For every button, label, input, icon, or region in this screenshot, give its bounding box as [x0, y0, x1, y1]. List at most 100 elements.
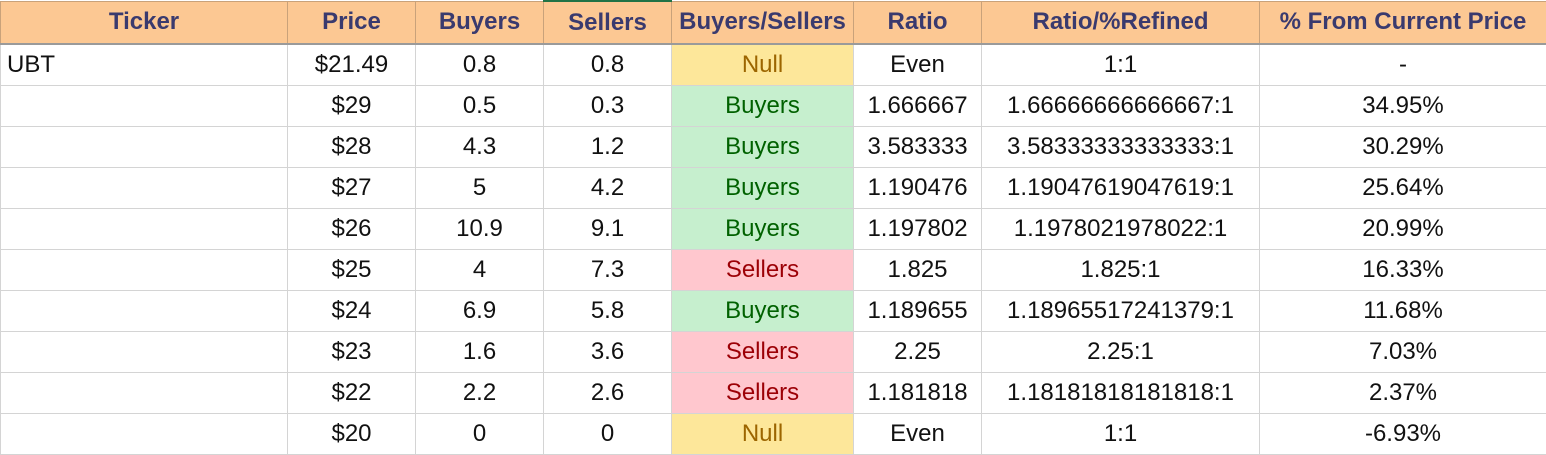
ticker-cell[interactable]	[1, 250, 288, 291]
sellers-cell[interactable]: 0.3	[544, 86, 672, 127]
buyers-cell[interactable]: 10.9	[416, 209, 544, 250]
header-pct-from-current[interactable]: % From Current Price	[1260, 1, 1546, 44]
price-cell[interactable]: $23	[288, 332, 416, 373]
ratio-refined-cell[interactable]: 3.58333333333333:1	[982, 127, 1260, 168]
header-sellers[interactable]: Sellers	[544, 1, 672, 44]
price-cell[interactable]: $20	[288, 414, 416, 455]
buyers-sellers-cell[interactable]: Sellers	[672, 332, 854, 373]
sellers-cell[interactable]: 7.3	[544, 250, 672, 291]
buyers-cell[interactable]: 6.9	[416, 291, 544, 332]
pct-from-current-cell[interactable]: 25.64%	[1260, 168, 1546, 209]
header-ticker[interactable]: Ticker	[1, 1, 288, 44]
price-cell[interactable]: $21.49	[288, 44, 416, 86]
price-cell[interactable]: $28	[288, 127, 416, 168]
pct-from-current-cell[interactable]: 11.68%	[1260, 291, 1546, 332]
ticker-cell[interactable]	[1, 373, 288, 414]
ratio-refined-cell[interactable]: 1:1	[982, 44, 1260, 86]
buyers-cell[interactable]: 0.8	[416, 44, 544, 86]
header-buyers[interactable]: Buyers	[416, 1, 544, 44]
sellers-cell[interactable]: 9.1	[544, 209, 672, 250]
ticker-cell[interactable]	[1, 86, 288, 127]
ratio-refined-cell[interactable]: 1.19047619047619:1	[982, 168, 1260, 209]
ratio-cell[interactable]: Even	[854, 44, 982, 86]
ratio-cell[interactable]: 1.666667	[854, 86, 982, 127]
buyers-cell[interactable]: 4.3	[416, 127, 544, 168]
pct-from-current-cell[interactable]: 16.33%	[1260, 250, 1546, 291]
buyers-sellers-cell[interactable]: Buyers	[672, 209, 854, 250]
ratio-refined-cell[interactable]: 1.18181818181818:1	[982, 373, 1260, 414]
price-cell[interactable]: $26	[288, 209, 416, 250]
buyers-sellers-cell[interactable]: Buyers	[672, 168, 854, 209]
ratio-refined-cell[interactable]: 1.18965517241379:1	[982, 291, 1260, 332]
header-ratio[interactable]: Ratio	[854, 1, 982, 44]
sellers-cell[interactable]: 0.8	[544, 44, 672, 86]
ratio-cell[interactable]: 1.825	[854, 250, 982, 291]
ticker-cell[interactable]	[1, 127, 288, 168]
ratio-refined-cell[interactable]: 1.825:1	[982, 250, 1260, 291]
pct-from-current-cell[interactable]: 2.37%	[1260, 373, 1546, 414]
buyers-cell[interactable]: 4	[416, 250, 544, 291]
ratio-refined-cell[interactable]: 2.25:1	[982, 332, 1260, 373]
buyers-sellers-cell[interactable]: Sellers	[672, 250, 854, 291]
ticker-cell[interactable]	[1, 291, 288, 332]
buyers-sellers-cell[interactable]: Buyers	[672, 291, 854, 332]
sellers-cell[interactable]: 0	[544, 414, 672, 455]
ratio-refined-cell[interactable]: 1:1	[982, 414, 1260, 455]
buyers-sellers-cell[interactable]: Buyers	[672, 86, 854, 127]
sellers-cell[interactable]: 3.6	[544, 332, 672, 373]
buyers-cell[interactable]: 5	[416, 168, 544, 209]
pct-from-current-cell[interactable]: -6.93%	[1260, 414, 1546, 455]
ticker-cell[interactable]	[1, 168, 288, 209]
ratio-cell[interactable]: 3.583333	[854, 127, 982, 168]
ratio-cell[interactable]: 1.189655	[854, 291, 982, 332]
pct-from-current-cell[interactable]: 34.95%	[1260, 86, 1546, 127]
buyers-sellers-cell[interactable]: Null	[672, 414, 854, 455]
header-row: Ticker Price Buyers Sellers Buyers/Selle…	[1, 1, 1546, 44]
sellers-cell[interactable]: 2.6	[544, 373, 672, 414]
buyers-cell[interactable]: 0.5	[416, 86, 544, 127]
price-cell[interactable]: $22	[288, 373, 416, 414]
ratio-refined-cell[interactable]: 1.1978021978022:1	[982, 209, 1260, 250]
ticker-cell[interactable]: UBT	[1, 44, 288, 86]
ratio-cell[interactable]: 2.25	[854, 332, 982, 373]
pct-from-current-cell[interactable]: 30.29%	[1260, 127, 1546, 168]
pct-from-current-cell[interactable]: 7.03%	[1260, 332, 1546, 373]
sellers-cell[interactable]: 5.8	[544, 291, 672, 332]
buyers-cell[interactable]: 2.2	[416, 373, 544, 414]
buyers-cell[interactable]: 0	[416, 414, 544, 455]
price-cell[interactable]: $25	[288, 250, 416, 291]
pct-from-current-cell[interactable]: 20.99%	[1260, 209, 1546, 250]
price-cell[interactable]: $24	[288, 291, 416, 332]
ratio-cell[interactable]: 1.181818	[854, 373, 982, 414]
ticker-cell[interactable]	[1, 332, 288, 373]
pct-from-current-cell[interactable]: -	[1260, 44, 1546, 86]
ratio-refined-cell[interactable]: 1.66666666666667:1	[982, 86, 1260, 127]
price-cell[interactable]: $27	[288, 168, 416, 209]
buyers-sellers-cell[interactable]: Buyers	[672, 127, 854, 168]
buyers-sellers-cell[interactable]: Null	[672, 44, 854, 86]
header-price[interactable]: Price	[288, 1, 416, 44]
header-buyers-sellers[interactable]: Buyers/Sellers	[672, 1, 854, 44]
sellers-cell[interactable]: 4.2	[544, 168, 672, 209]
header-ratio-refined[interactable]: Ratio/%Refined	[982, 1, 1260, 44]
ratio-cell[interactable]: Even	[854, 414, 982, 455]
buyers-cell[interactable]: 1.6	[416, 332, 544, 373]
ratio-cell[interactable]: 1.197802	[854, 209, 982, 250]
ratio-cell[interactable]: 1.190476	[854, 168, 982, 209]
ticker-cell[interactable]	[1, 209, 288, 250]
buyers-sellers-cell[interactable]: Sellers	[672, 373, 854, 414]
ticker-cell[interactable]	[1, 414, 288, 455]
price-cell[interactable]: $29	[288, 86, 416, 127]
sellers-cell[interactable]: 1.2	[544, 127, 672, 168]
